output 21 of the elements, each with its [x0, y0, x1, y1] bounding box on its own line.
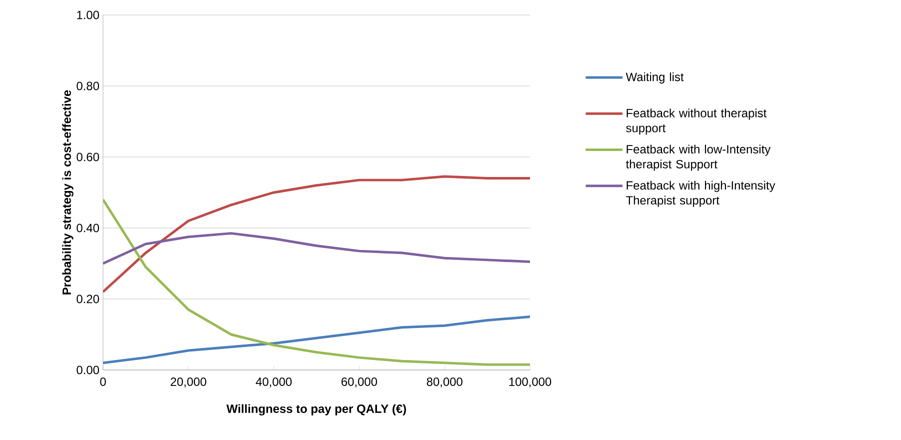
x-axis-title: Willingness to pay per QALY (€) — [226, 404, 406, 416]
legend-label: Featback with high-Intensity Therapist support — [626, 180, 776, 207]
line-series — [103, 232, 530, 265]
y-tick-label: 0.00 — [76, 366, 100, 374]
y-tick-label: 0.80 — [76, 82, 100, 90]
legend-label: Featback with low-Intensity therapist Support — [626, 144, 771, 171]
x-tick-label: 80,000 — [426, 378, 462, 388]
legend-label: Featback without therapist support — [626, 108, 767, 135]
line-series — [103, 175, 530, 294]
x-tick-label: 20,000 — [170, 378, 206, 388]
x-tick-label: 40,000 — [256, 378, 292, 388]
x-tick-label: 0 — [100, 378, 106, 386]
line-series — [103, 198, 530, 366]
y-tick-label: 1.00 — [77, 10, 100, 20]
x-tick-label: 100,000 — [509, 378, 552, 388]
x-tick-label: 60,000 — [342, 378, 378, 388]
y-axis-title: Probability strategy is cost-effective — [62, 90, 74, 294]
y-tick-label: 0.60 — [76, 152, 100, 162]
y-tick-label: 0.20 — [76, 294, 100, 304]
y-tick-label: 0.40 — [76, 224, 100, 232]
legend-label: Waiting list — [626, 72, 684, 84]
